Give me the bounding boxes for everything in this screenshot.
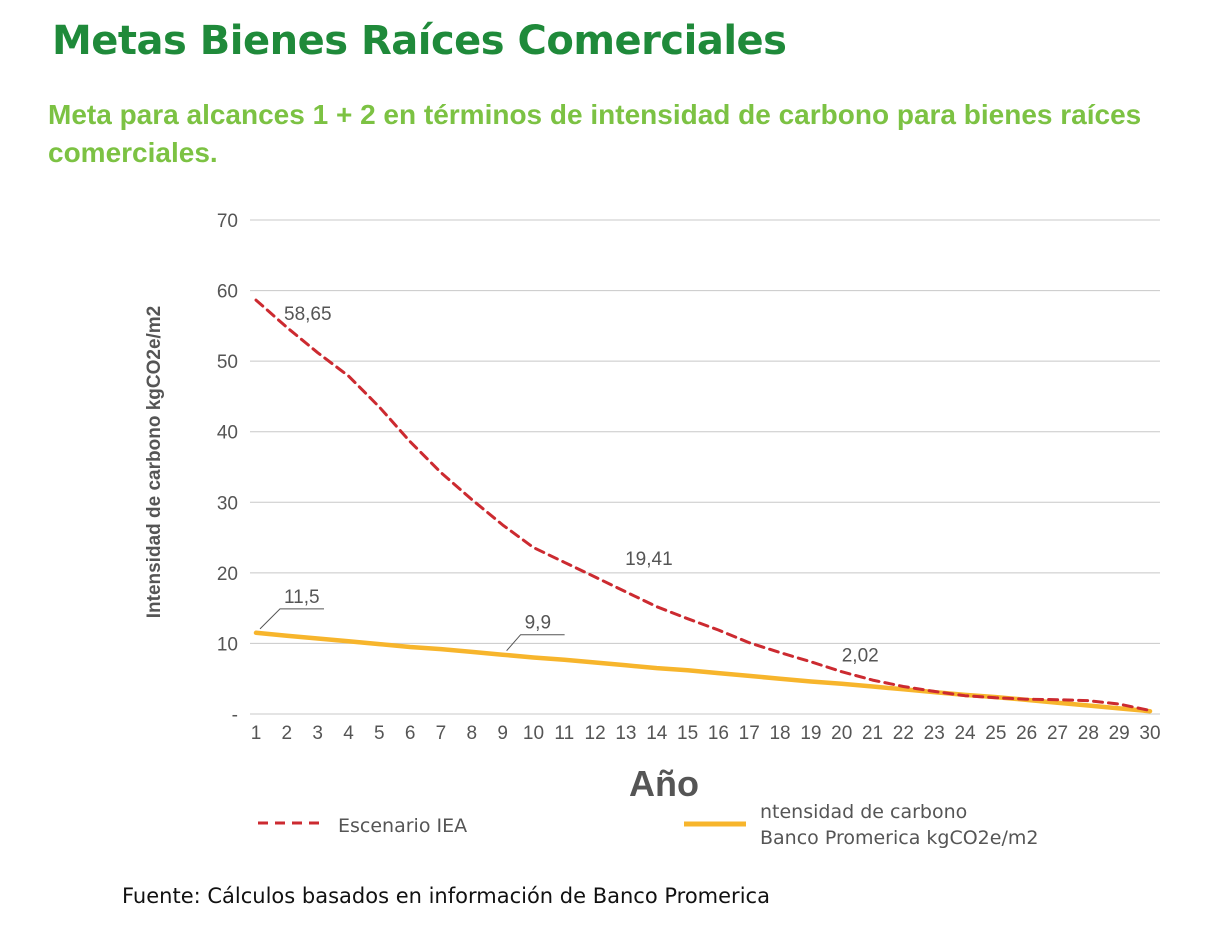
x-tick-label: 9 xyxy=(497,723,508,744)
page-title: Metas Bienes Raíces Comerciales xyxy=(52,18,787,64)
x-tick-label: 17 xyxy=(739,723,760,744)
x-tick-label: 24 xyxy=(954,723,976,744)
y-axis-tick-labels: - 10 20 30 40 50 60 70 xyxy=(217,211,238,726)
y-axis-label: Intensidad de carbono kgCO2e/m2 xyxy=(144,306,165,619)
x-tick-label: 28 xyxy=(1078,723,1099,744)
x-tick-label: 21 xyxy=(862,723,883,744)
x-tick-label: 6 xyxy=(405,723,416,744)
x-tick-label: 20 xyxy=(831,723,852,744)
data-label: 58,65 xyxy=(284,304,332,325)
data-annotations: 58,65 19,41 2,02 11,5 9,9 xyxy=(259,304,879,667)
data-label: 11,5 xyxy=(284,587,320,608)
chart-grid xyxy=(250,219,1160,715)
x-tick-label: 4 xyxy=(343,723,354,744)
x-tick-label: 12 xyxy=(585,723,606,744)
x-tick-label: 22 xyxy=(893,723,914,744)
data-label: 19,41 xyxy=(625,549,673,570)
y-tick-label: 10 xyxy=(217,634,238,655)
x-tick-label: 7 xyxy=(436,723,447,744)
x-tick-label: 16 xyxy=(708,723,729,744)
page-subtitle: Meta para alcances 1 + 2 en términos de … xyxy=(48,99,1142,168)
chart-series xyxy=(253,298,1153,714)
x-tick-label: 10 xyxy=(523,723,544,744)
x-axis-label: Año xyxy=(629,763,699,804)
y-tick-label: 70 xyxy=(217,211,238,232)
x-tick-label: 13 xyxy=(615,723,636,744)
chart-legend: Escenario IEA ntensidad de carbono Banco… xyxy=(258,801,1038,849)
x-tick-label: 23 xyxy=(924,723,945,744)
x-tick-label: 1 xyxy=(251,723,262,744)
x-tick-label: 5 xyxy=(374,723,385,744)
data-label: 2,02 xyxy=(842,646,879,667)
x-tick-label: 14 xyxy=(646,723,668,744)
source-note: Fuente: Cálculos basados en información … xyxy=(122,884,770,908)
x-tick-label: 8 xyxy=(467,723,478,744)
x-tick-label: 25 xyxy=(985,723,1006,744)
legend-label-promerica-line2: Banco Promerica kgCO2e/m2 xyxy=(760,827,1038,849)
series-line-banco-promerica xyxy=(253,630,1153,714)
x-axis-tick-labels: 1 2 3 4 5 6 7 8 9 10 11 12 13 14 15 16 17 18 19 20 21 22 23 24 2… xyxy=(251,723,1161,744)
x-tick-label: 11 xyxy=(554,723,574,744)
annotation-leader-line xyxy=(259,608,324,630)
data-label: 9,9 xyxy=(525,613,551,634)
legend-label-promerica-line1: ntensidad de carbono xyxy=(760,801,967,823)
series-line-escenario-iea xyxy=(254,298,1152,712)
legend-label-iea: Escenario IEA xyxy=(338,815,467,837)
y-tick-label: 20 xyxy=(217,564,238,585)
x-tick-label: 29 xyxy=(1109,723,1130,744)
x-tick-label: 26 xyxy=(1016,723,1037,744)
x-tick-label: 30 xyxy=(1139,723,1160,744)
y-tick-label: - xyxy=(232,705,238,726)
y-tick-label: 60 xyxy=(217,282,238,303)
x-tick-label: 18 xyxy=(769,723,790,744)
x-tick-label: 15 xyxy=(677,723,698,744)
y-tick-label: 40 xyxy=(217,423,238,444)
y-tick-label: 30 xyxy=(217,493,238,514)
x-tick-label: 3 xyxy=(312,723,323,744)
annotation-leader-line xyxy=(506,634,565,652)
x-tick-label: 2 xyxy=(282,723,293,744)
y-tick-label: 50 xyxy=(217,352,238,373)
x-tick-label: 27 xyxy=(1047,723,1068,744)
x-tick-label: 19 xyxy=(800,723,821,744)
